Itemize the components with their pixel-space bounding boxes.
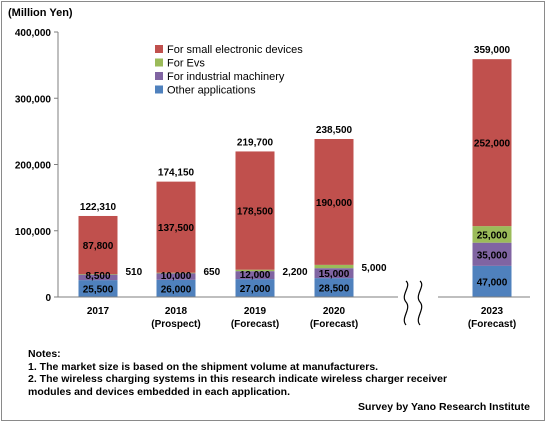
bar-segment xyxy=(156,181,196,273)
data-label: 12,000 xyxy=(240,270,271,281)
x-tick-label: 2017 xyxy=(87,306,110,317)
bar-segment xyxy=(235,151,275,270)
bar-segment xyxy=(156,272,196,274)
market-size-chart: (Million Yen) 0 100,000 200,000 300,000 400,… xyxy=(8,7,530,330)
x-tick-label: 2020 xyxy=(323,306,346,317)
notes-line-1: 1. The market size is based on the shipm… xyxy=(28,360,379,373)
y-tick-label: 300,000 xyxy=(15,94,52,105)
y-tick-label: 200,000 xyxy=(15,161,52,172)
data-label: 27,000 xyxy=(240,284,271,295)
legend-swatch xyxy=(155,72,163,80)
y-axis: 0 100,000 200,000 300,000 400,000 xyxy=(15,28,59,304)
legend-swatch xyxy=(155,85,163,94)
data-label: 190,000 xyxy=(316,198,353,209)
data-label: 35,000 xyxy=(477,250,508,261)
legend-label: Other applications xyxy=(167,85,256,97)
bar-segment xyxy=(472,59,512,227)
x-tick-label: 2023 xyxy=(481,306,504,317)
bars: 122,310 174,150 219,700 238,500 359,000 25,50… xyxy=(78,45,512,297)
x-tick-sublabel: (Forecast) xyxy=(468,319,516,330)
bar-segment xyxy=(78,280,118,297)
data-label: 47,000 xyxy=(477,277,508,288)
bar-segment xyxy=(314,264,354,269)
data-label: 2,200 xyxy=(283,267,308,278)
axis-break-mark xyxy=(403,280,409,326)
data-label: 15,000 xyxy=(319,269,350,280)
data-label: 5,000 xyxy=(362,263,387,274)
total-label: 122,310 xyxy=(80,202,117,213)
bar-segment xyxy=(314,278,354,297)
bar-segment xyxy=(235,271,275,280)
data-label: 650 xyxy=(204,267,221,278)
data-label: 510 xyxy=(126,267,143,278)
axis-break-mark xyxy=(417,280,423,326)
bar-segment xyxy=(472,265,512,297)
bar-segment xyxy=(235,269,275,272)
bar-segment xyxy=(472,226,512,243)
data-label: 87,800 xyxy=(83,241,114,252)
total-label: 174,150 xyxy=(158,168,195,179)
x-axis: 2017 2018 (Prospect) 2019 (Forecast) 2020 (For… xyxy=(58,280,530,330)
notes-line-3: modules and devices embedded in each app… xyxy=(28,385,290,398)
notes-line-2: 2. The wireless charging systems in this… xyxy=(28,373,448,385)
x-tick-label: 2019 xyxy=(244,306,267,317)
bar-segment xyxy=(78,215,118,275)
y-tick-label: 0 xyxy=(45,293,51,304)
bar-segment xyxy=(78,274,118,275)
data-label: 28,500 xyxy=(319,284,350,295)
total-label: 219,700 xyxy=(237,137,274,148)
legend-label: For Evs xyxy=(167,58,205,70)
legend-swatch xyxy=(155,58,163,67)
legend-label: For industrial machinery xyxy=(167,71,285,83)
bar-segment xyxy=(156,273,196,280)
data-label: 8,500 xyxy=(85,271,110,282)
bar-segment xyxy=(156,279,196,297)
y-tick-label: 400,000 xyxy=(15,28,52,39)
x-tick-sublabel: (Forecast) xyxy=(231,319,279,330)
x-tick-label: 2018 xyxy=(165,306,188,317)
y-tick-label: 100,000 xyxy=(15,227,52,238)
legend-swatch xyxy=(155,45,163,53)
notes-title: Notes: xyxy=(28,348,61,360)
data-label: 25,500 xyxy=(83,285,114,296)
bar-segment xyxy=(78,274,118,281)
total-label: 359,000 xyxy=(474,45,511,56)
bar-segment xyxy=(314,268,354,279)
data-label: 252,000 xyxy=(474,139,511,150)
bar-segment xyxy=(314,138,354,265)
x-tick-sublabel: (Prospect) xyxy=(151,319,200,330)
bar-segment xyxy=(235,279,275,297)
data-label: 25,000 xyxy=(477,230,508,241)
source-credit: Survey by Yano Research Institute xyxy=(358,401,530,413)
legend-label: For small electronic devices xyxy=(167,44,303,56)
total-label: 238,500 xyxy=(316,125,353,136)
data-label: 178,500 xyxy=(237,207,274,218)
data-label: 10,000 xyxy=(161,271,192,282)
x-tick-sublabel: (Forecast) xyxy=(310,319,358,330)
notes: Notes: 1. The market size is based on th… xyxy=(28,348,528,398)
data-label: 137,500 xyxy=(158,223,195,234)
data-label: 26,000 xyxy=(161,284,192,295)
bar-segment xyxy=(472,242,512,266)
unit-label: (Million Yen) xyxy=(8,7,73,19)
